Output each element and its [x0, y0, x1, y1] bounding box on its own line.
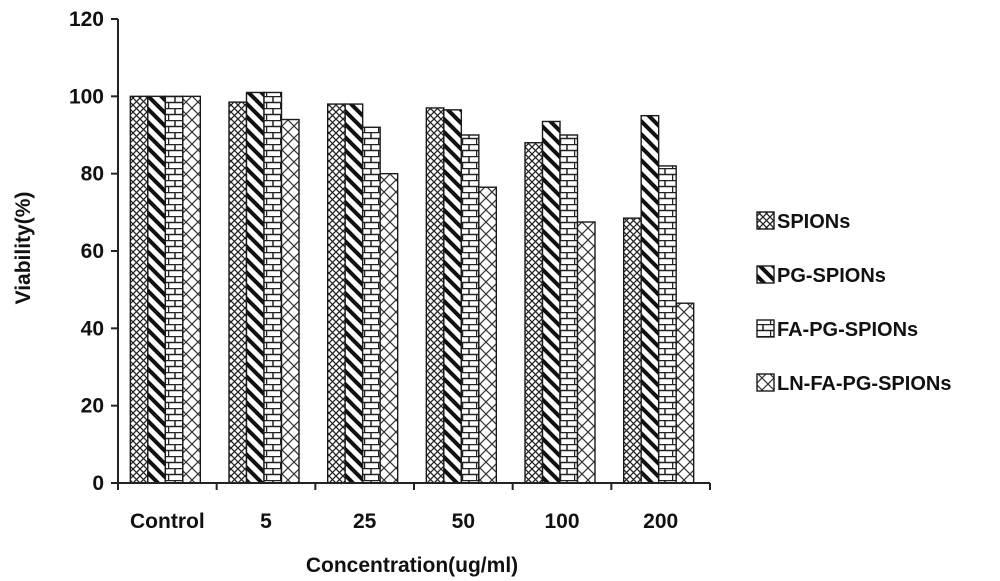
y-tick-label: 0: [92, 472, 104, 495]
bar-fa-pg-spions-5: [263, 91, 283, 484]
bar-fa-pg-spions-100: [559, 134, 579, 484]
bar-ln-fa-pg-spions-25: [379, 172, 399, 484]
x-axis-title: Concentration(ug/ml): [306, 554, 518, 577]
legend-swatch-pg-spions: [756, 265, 775, 284]
y-tick-label: 60: [81, 240, 104, 263]
y-tick-label: 20: [81, 395, 104, 418]
bar-fa-pg-spions-25: [361, 126, 381, 484]
y-tick-label: 120: [69, 8, 104, 31]
legend-swatch-fa-pg-spions: [756, 319, 775, 338]
x-tick-label: 200: [643, 510, 678, 533]
x-tick-label: 5: [260, 510, 272, 533]
legend-swatch-ln-fa-pg-spions: [756, 373, 775, 392]
bar-spions-50: [425, 107, 445, 484]
bar-spions-200: [622, 217, 642, 484]
bar-pg-spions-200: [640, 114, 660, 484]
x-tick-label: 25: [353, 510, 377, 533]
x-tick-label: 50: [452, 510, 475, 533]
legend-label-ln-fa-pg-spions: LN-FA-PG-SPIONs: [777, 373, 951, 395]
bar-pg-spions-control: [147, 95, 167, 484]
bar-ln-fa-pg-spions-50: [478, 186, 498, 484]
legend: SPIONs PG-SPIONs FA-PG-SPIONs LN-FA-PG-SPIO…: [756, 211, 951, 395]
bar-pg-spions-100: [541, 120, 561, 484]
y-axis-ticks: 0 20 40 60 80 100 120: [69, 8, 118, 495]
bar-ln-fa-pg-spions-200: [675, 302, 695, 484]
legend-label-pg-spions: PG-SPIONs: [777, 265, 886, 287]
bar-pg-spions-5: [245, 91, 265, 484]
x-tick-label: 100: [544, 510, 579, 533]
bar-spions-25: [326, 103, 346, 484]
bar-spions-control: [129, 95, 149, 484]
bar-spions-100: [524, 142, 544, 484]
bars: [129, 91, 695, 484]
bar-ln-fa-pg-spions-5: [280, 118, 300, 484]
legend-label-fa-pg-spions: FA-PG-SPIONs: [777, 319, 918, 341]
y-axis-title: Viability(%): [12, 192, 35, 305]
bar-fa-pg-spions-control: [164, 95, 184, 484]
legend-swatch-spions: [756, 211, 775, 230]
bar-spions-5: [228, 101, 248, 484]
x-axis-ticks: Control 5 25 50 100 200: [117, 483, 711, 533]
y-tick-label: 80: [81, 163, 104, 186]
y-tick-label: 40: [81, 317, 104, 340]
bar-fa-pg-spions-50: [460, 134, 480, 484]
bar-fa-pg-spions-200: [657, 165, 677, 484]
bar-pg-spions-25: [344, 103, 364, 484]
x-tick-label: Control: [130, 510, 205, 533]
bar-ln-fa-pg-spions-control: [182, 95, 202, 484]
bar-pg-spions-50: [443, 109, 463, 484]
legend-label-spions: SPIONs: [777, 211, 850, 233]
bar-ln-fa-pg-spions-100: [576, 221, 596, 484]
y-tick-label: 100: [69, 85, 104, 108]
